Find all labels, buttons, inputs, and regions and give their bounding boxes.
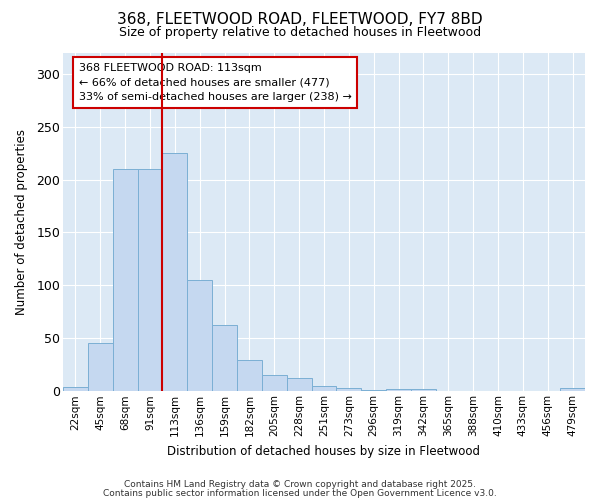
Bar [311,386,337,392]
Text: Contains public sector information licensed under the Open Government Licence v3: Contains public sector information licen… [103,488,497,498]
Bar [113,169,137,392]
Text: Size of property relative to detached houses in Fleetwood: Size of property relative to detached ho… [119,26,481,39]
Text: Contains HM Land Registry data © Crown copyright and database right 2025.: Contains HM Land Registry data © Crown c… [124,480,476,489]
Bar [137,169,163,392]
Bar [411,389,436,392]
X-axis label: Distribution of detached houses by size in Fleetwood: Distribution of detached houses by size … [167,444,481,458]
Bar [287,378,311,392]
Bar [212,324,237,392]
Bar [187,280,212,392]
Bar [337,388,361,392]
Bar [88,342,113,392]
Bar [560,388,585,392]
Y-axis label: Number of detached properties: Number of detached properties [15,129,28,315]
Bar [63,387,88,392]
Text: 368, FLEETWOOD ROAD, FLEETWOOD, FY7 8BD: 368, FLEETWOOD ROAD, FLEETWOOD, FY7 8BD [117,12,483,28]
Bar [237,360,262,392]
Text: 368 FLEETWOOD ROAD: 113sqm
← 66% of detached houses are smaller (477)
33% of sem: 368 FLEETWOOD ROAD: 113sqm ← 66% of deta… [79,62,352,102]
Bar [163,153,187,392]
Bar [262,376,287,392]
Bar [361,390,386,392]
Bar [386,389,411,392]
